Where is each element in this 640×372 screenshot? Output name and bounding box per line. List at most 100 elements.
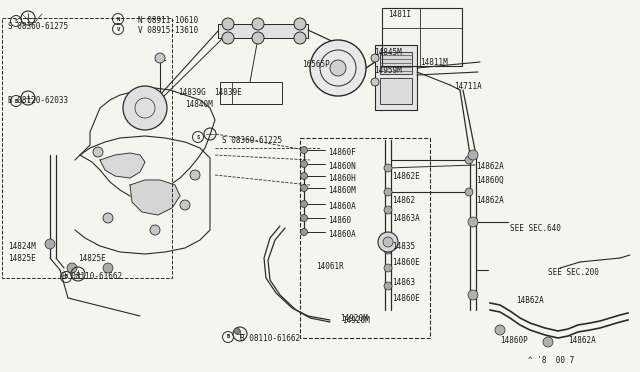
Text: 14860H: 14860H bbox=[328, 174, 356, 183]
Circle shape bbox=[301, 185, 307, 192]
Text: 14825E: 14825E bbox=[78, 254, 106, 263]
Text: 14862A: 14862A bbox=[568, 336, 596, 345]
Text: 14711A: 14711A bbox=[454, 82, 482, 91]
Polygon shape bbox=[80, 88, 215, 198]
Text: S: S bbox=[14, 19, 18, 23]
Circle shape bbox=[222, 18, 234, 30]
Text: 14860E: 14860E bbox=[392, 294, 420, 303]
Circle shape bbox=[383, 237, 393, 247]
Text: 14959M: 14959M bbox=[374, 66, 402, 75]
Bar bbox=[375, 45, 417, 110]
Bar bbox=[300, 138, 430, 338]
Circle shape bbox=[180, 200, 190, 210]
Bar bbox=[2, 18, 172, 278]
Circle shape bbox=[252, 18, 264, 30]
Text: 14860A: 14860A bbox=[328, 202, 356, 211]
Circle shape bbox=[222, 32, 234, 44]
Circle shape bbox=[301, 228, 307, 235]
Circle shape bbox=[543, 337, 553, 347]
Text: B 08110-61662: B 08110-61662 bbox=[240, 334, 300, 343]
Bar bbox=[380, 78, 412, 104]
Circle shape bbox=[150, 225, 160, 235]
Circle shape bbox=[190, 170, 200, 180]
Text: 14061R: 14061R bbox=[316, 262, 344, 271]
Circle shape bbox=[123, 86, 167, 130]
Text: SEE SEC.640: SEE SEC.640 bbox=[510, 224, 561, 233]
Circle shape bbox=[301, 201, 307, 208]
Text: 14920M: 14920M bbox=[340, 314, 368, 323]
Polygon shape bbox=[130, 180, 180, 215]
Circle shape bbox=[294, 32, 306, 44]
Circle shape bbox=[468, 150, 478, 160]
Text: 14860Q: 14860Q bbox=[476, 176, 504, 185]
Circle shape bbox=[468, 217, 478, 227]
Text: 14860A: 14860A bbox=[328, 230, 356, 239]
Text: S 08360-61275: S 08360-61275 bbox=[8, 22, 68, 31]
Text: B 08110-61662: B 08110-61662 bbox=[62, 272, 122, 281]
Text: SEE SEC.200: SEE SEC.200 bbox=[548, 268, 599, 277]
Circle shape bbox=[384, 164, 392, 172]
Circle shape bbox=[495, 325, 505, 335]
Text: 14862E: 14862E bbox=[392, 172, 420, 181]
Text: 14839G: 14839G bbox=[178, 88, 205, 97]
Circle shape bbox=[468, 290, 478, 300]
Text: 14835: 14835 bbox=[392, 242, 415, 251]
Text: 14862: 14862 bbox=[392, 196, 415, 205]
Text: 14862A: 14862A bbox=[476, 162, 504, 171]
Circle shape bbox=[465, 156, 473, 164]
Text: 14840M: 14840M bbox=[185, 100, 212, 109]
Circle shape bbox=[252, 32, 264, 44]
Circle shape bbox=[378, 232, 398, 252]
Text: 14811M: 14811M bbox=[420, 58, 448, 67]
Text: 14860N: 14860N bbox=[328, 162, 356, 171]
Text: 1481I: 1481I bbox=[388, 10, 411, 19]
Circle shape bbox=[384, 188, 392, 196]
Circle shape bbox=[103, 213, 113, 223]
Circle shape bbox=[384, 206, 392, 214]
Text: B 08120-62033: B 08120-62033 bbox=[8, 96, 68, 105]
Text: S: S bbox=[196, 135, 200, 140]
Text: 14860F: 14860F bbox=[328, 148, 356, 157]
Text: V 08915-13610: V 08915-13610 bbox=[138, 26, 198, 35]
Circle shape bbox=[301, 173, 307, 180]
Text: 14863A: 14863A bbox=[392, 214, 420, 223]
Circle shape bbox=[103, 263, 113, 273]
Text: 14860M: 14860M bbox=[328, 186, 356, 195]
Text: 14860: 14860 bbox=[328, 216, 351, 225]
Circle shape bbox=[301, 215, 307, 221]
Circle shape bbox=[330, 60, 346, 76]
Text: ^ '8  00 7: ^ '8 00 7 bbox=[528, 356, 574, 365]
Circle shape bbox=[93, 147, 103, 157]
Text: S 08360-61225: S 08360-61225 bbox=[222, 136, 282, 145]
Circle shape bbox=[67, 263, 77, 273]
Circle shape bbox=[384, 282, 392, 290]
Text: N: N bbox=[116, 16, 120, 22]
Text: 14839E: 14839E bbox=[214, 88, 242, 97]
Text: 16565P: 16565P bbox=[302, 60, 330, 69]
Circle shape bbox=[301, 160, 307, 167]
Circle shape bbox=[45, 239, 55, 249]
Circle shape bbox=[301, 147, 307, 154]
Circle shape bbox=[465, 188, 473, 196]
Circle shape bbox=[384, 246, 392, 254]
Text: 14920M: 14920M bbox=[342, 316, 370, 325]
Polygon shape bbox=[100, 153, 145, 178]
Text: B: B bbox=[227, 334, 230, 340]
Text: 14B62A: 14B62A bbox=[516, 296, 544, 305]
Bar bbox=[220, 82, 282, 104]
Circle shape bbox=[234, 328, 240, 334]
Text: 14863: 14863 bbox=[392, 278, 415, 287]
Bar bbox=[380, 52, 412, 74]
Text: 14825E: 14825E bbox=[8, 254, 36, 263]
Circle shape bbox=[155, 53, 165, 63]
Text: 14824M: 14824M bbox=[8, 242, 36, 251]
Text: N 08911-10610: N 08911-10610 bbox=[138, 16, 198, 25]
Circle shape bbox=[371, 54, 379, 62]
Circle shape bbox=[310, 40, 366, 96]
Text: 14845M: 14845M bbox=[374, 48, 402, 57]
Text: B: B bbox=[65, 275, 68, 279]
Bar bbox=[382, 8, 462, 66]
Polygon shape bbox=[75, 136, 210, 254]
Circle shape bbox=[384, 264, 392, 272]
Bar bbox=[218, 24, 308, 38]
